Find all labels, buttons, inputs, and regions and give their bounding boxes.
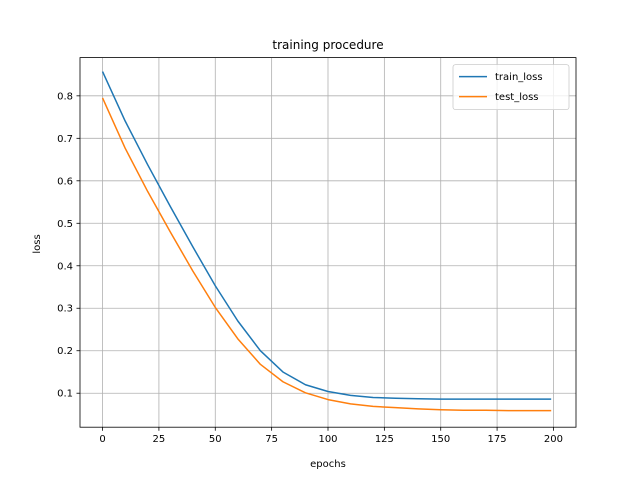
- x-tick-label: 125: [375, 434, 394, 445]
- y-tick-label: 0.5: [57, 219, 73, 230]
- legend: train_loss test_loss: [452, 64, 570, 110]
- y-tick-label: 0.4: [57, 261, 73, 272]
- y-axis-ticks: 0.1 0.2 0.3 0.4 0.5 0.6 0.7 0.8: [57, 91, 80, 400]
- y-tick-label: 0.7: [57, 134, 73, 145]
- series-line-test_loss: [101, 97, 552, 412]
- y-tick-label: 0.1: [57, 389, 73, 400]
- series-line-train_loss: [101, 71, 552, 400]
- y-tick-label: 0.2: [57, 346, 73, 357]
- x-tick-label: 200: [544, 434, 563, 445]
- x-tick-label: 0: [99, 434, 105, 445]
- x-tick-label: 175: [488, 434, 507, 445]
- y-tick-label: 0.3: [57, 304, 73, 315]
- y-tick-label: 0.6: [57, 176, 73, 187]
- y-tick-label: 0.8: [57, 91, 73, 102]
- x-tick-label: 75: [265, 434, 278, 445]
- x-axis-label: epochs: [310, 459, 346, 470]
- y-axis-label: loss: [32, 234, 43, 253]
- x-tick-label: 150: [431, 434, 450, 445]
- series-lines: [101, 71, 552, 412]
- grid: [80, 57, 576, 428]
- chart-title: training procedure: [272, 38, 383, 52]
- legend-label-test_loss: test_loss: [495, 92, 539, 103]
- x-tick-label: 50: [209, 434, 222, 445]
- x-tick-label: 25: [153, 434, 166, 445]
- x-tick-label: 100: [318, 434, 337, 445]
- legend-label-train_loss: train_loss: [495, 72, 543, 83]
- x-axis-ticks: 0 25 50 75 100 125 150 175 200: [99, 427, 563, 445]
